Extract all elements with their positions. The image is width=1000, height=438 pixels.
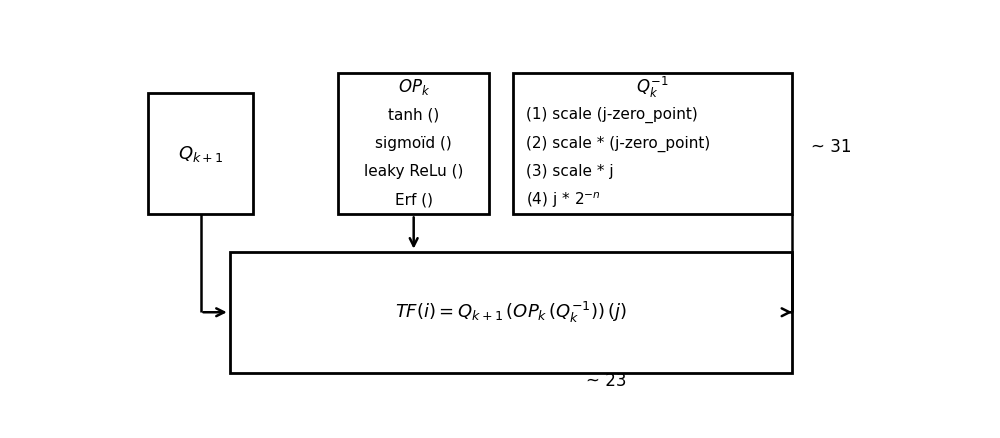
Text: $Q_{k+1}$: $Q_{k+1}$	[178, 144, 223, 164]
Text: ~ 23: ~ 23	[586, 372, 627, 390]
Text: (2) scale * (j-zero_point): (2) scale * (j-zero_point)	[526, 135, 711, 152]
FancyBboxPatch shape	[230, 251, 792, 373]
FancyBboxPatch shape	[148, 93, 253, 215]
Text: leaky ReLu (): leaky ReLu ()	[364, 164, 463, 180]
Text: tanh (): tanh ()	[388, 108, 439, 123]
FancyBboxPatch shape	[512, 73, 792, 215]
Text: $Q_k^{-1}$: $Q_k^{-1}$	[636, 74, 668, 99]
Text: $OP_k$: $OP_k$	[398, 77, 430, 97]
Text: (4) j * $2^{-n}$: (4) j * $2^{-n}$	[526, 191, 601, 210]
Text: $TF(i) = Q_{k+1}\,( OP_k\,( Q_k^{-1}))\,(j)$: $TF(i) = Q_{k+1}\,( OP_k\,( Q_k^{-1}))\,…	[395, 300, 626, 325]
Text: Erf (): Erf ()	[395, 193, 433, 208]
Text: ~ 31: ~ 31	[811, 138, 851, 156]
Text: (1) scale (j-zero_point): (1) scale (j-zero_point)	[526, 107, 698, 124]
FancyBboxPatch shape	[338, 73, 489, 215]
Text: sigmoïd (): sigmoïd ()	[375, 136, 452, 151]
Text: (3) scale * j: (3) scale * j	[526, 164, 614, 180]
